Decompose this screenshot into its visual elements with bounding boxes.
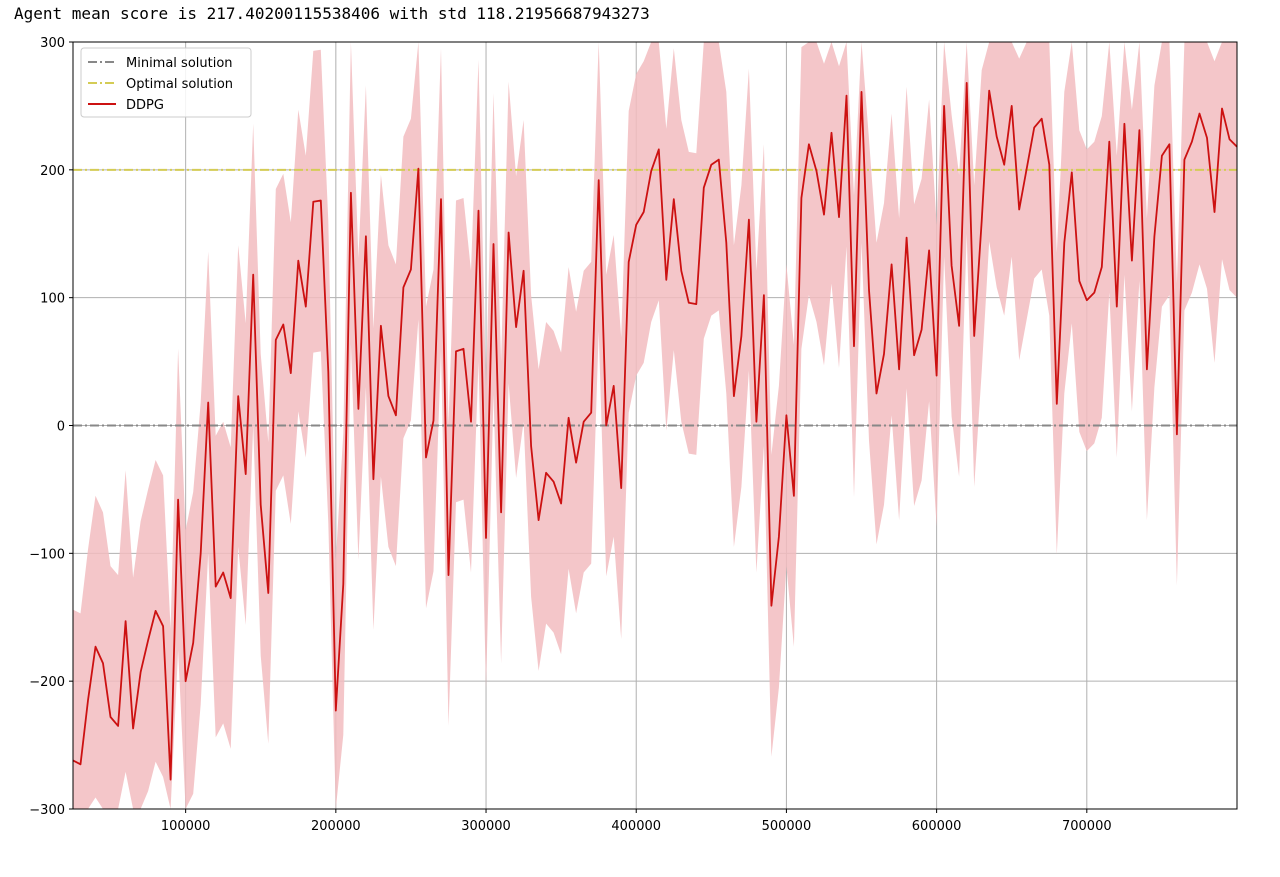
legend-minimal-label: Minimal solution xyxy=(126,56,233,71)
x-tick-label: 600000 xyxy=(912,819,962,834)
y-tick-label: 0 xyxy=(57,420,65,435)
legend-optimal-label: Optimal solution xyxy=(126,77,233,92)
series-layer xyxy=(72,82,1238,781)
std-band-layer xyxy=(73,42,1237,809)
x-tick-label: 100000 xyxy=(161,819,211,834)
reference-lines-layer xyxy=(73,168,1237,427)
legend: Minimal solution Optimal solution DDPG xyxy=(80,47,252,118)
x-tick-label: 500000 xyxy=(762,819,812,834)
y-tick-label: −300 xyxy=(29,803,65,818)
legend-box xyxy=(80,47,252,118)
y-tick-label: 200 xyxy=(40,164,65,179)
ddpg-series-line xyxy=(72,82,1238,781)
x-tick-label: 200000 xyxy=(311,819,361,834)
tick-label-layer: 100000 200000 300000 400000 500000 600000 7000… xyxy=(29,36,1111,834)
console-output-line: Agent mean score is 217.40200115538406 w… xyxy=(14,4,650,23)
legend-ddpg-label: DDPG xyxy=(126,98,164,113)
x-tick-label: 400000 xyxy=(611,819,661,834)
y-tick-label: −100 xyxy=(29,547,65,562)
x-tick-label: 700000 xyxy=(1062,819,1112,834)
y-tick-label: −200 xyxy=(29,675,65,690)
y-tick-label: 100 xyxy=(40,292,65,307)
y-tick-label: 300 xyxy=(40,36,65,51)
ddpg-std-band xyxy=(73,42,1237,809)
x-tick-label: 300000 xyxy=(461,819,511,834)
